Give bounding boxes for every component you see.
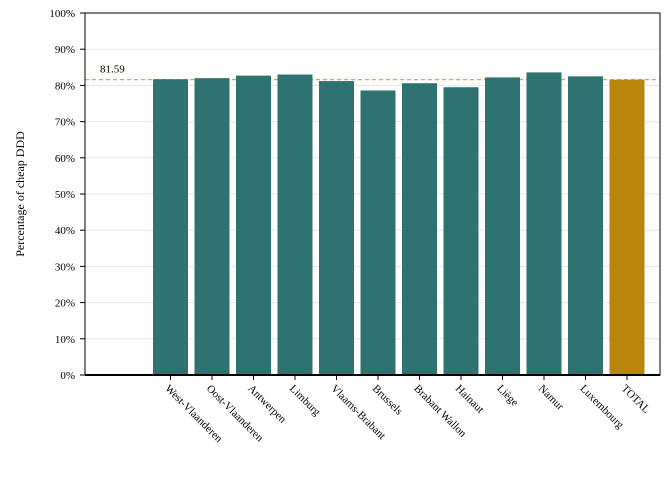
y-tick-labels: 0% 10% 20% 30% 40% 50% 60% 70% 80% 90% 100% [49, 8, 75, 382]
axes [80, 12, 661, 380]
y-tick-label: 40% [55, 225, 75, 237]
bars [153, 72, 645, 376]
x-tick-label: Liège [494, 383, 520, 409]
x-tick-label: Limburg [287, 383, 323, 419]
bar [443, 87, 479, 376]
reference-line-label: 81.59 [100, 64, 125, 76]
bar [319, 81, 354, 375]
x-tick-label: Antwerpen [245, 383, 288, 426]
y-tick-label: 60% [55, 153, 75, 165]
bar [153, 79, 188, 375]
bar [194, 78, 230, 375]
y-tick-label: 90% [55, 44, 75, 56]
bar [609, 79, 645, 376]
x-tick-labels: West-VlaanderenOost-VlaanderenAntwerpenL… [162, 383, 652, 446]
x-tick-label: TOTAL [619, 383, 652, 416]
reference-line-group: 81.59 [85, 64, 660, 81]
bar [526, 72, 562, 376]
y-tick-label: 70% [55, 117, 75, 129]
y-tick-label: 50% [55, 189, 75, 201]
bar [485, 77, 520, 375]
bar [568, 76, 603, 375]
y-axis-label: Percentage of cheap DDD [13, 131, 27, 257]
bar [360, 90, 396, 375]
y-tick-label: 80% [55, 80, 75, 92]
y-tick-label: 100% [49, 8, 75, 20]
bar [236, 75, 271, 375]
y-tick-label: 0% [60, 370, 75, 382]
y-tick-label: 10% [55, 334, 75, 346]
y-tick-label: 20% [55, 298, 75, 310]
bar [277, 74, 313, 375]
x-tick-label: Brussels [370, 383, 405, 418]
y-tick-label: 30% [55, 261, 75, 273]
x-tick-label: Namur [536, 383, 566, 413]
x-tick-label: Hainaut [453, 383, 486, 416]
bar [402, 83, 437, 375]
